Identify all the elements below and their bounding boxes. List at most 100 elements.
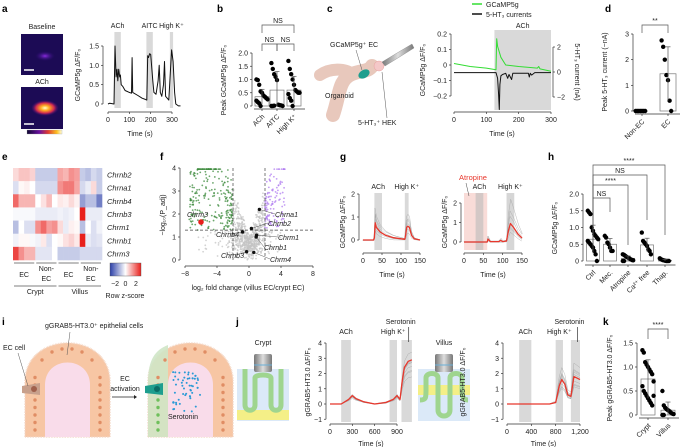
heatmap-cell (63, 181, 69, 195)
x-tick-label: 50 (479, 258, 487, 265)
volcano-point (251, 240, 254, 242)
volcano-point (237, 242, 239, 245)
y-tick-label: 0 (625, 109, 629, 116)
stimulus-label: ACh (516, 23, 530, 30)
mean-trace (363, 222, 421, 241)
serotonin-dot (177, 398, 180, 401)
heatmap-cell (85, 168, 92, 182)
volcano-point (225, 212, 228, 215)
data-point (660, 388, 665, 394)
volcano-point (247, 248, 250, 250)
x-axis-label: Time (s) (489, 131, 514, 138)
nucleus (98, 428, 102, 432)
y-tick-label: 0.5 (623, 389, 633, 396)
volcano-point (258, 216, 261, 219)
gene-leader (259, 209, 276, 215)
gene-label: Chrm4 (270, 257, 291, 264)
x-tick-label: 0 (505, 429, 509, 436)
data-point (666, 258, 672, 264)
panel-label: h (548, 152, 554, 163)
volcano-point (283, 186, 285, 189)
heatmap-cell (35, 207, 42, 221)
heatmap-cell (68, 194, 75, 208)
nucleus (60, 347, 64, 351)
nucleus (98, 405, 102, 410)
heatmap-cell (85, 246, 92, 261)
heatmap-cell (35, 181, 42, 195)
x-tick-label: 900 (391, 429, 403, 436)
volcano-point (219, 168, 222, 171)
serotonin-dot (181, 384, 184, 387)
individual-trace (362, 207, 421, 241)
volcano-point (247, 255, 250, 257)
volcano-point (198, 188, 201, 191)
stimulus-label: ACh (111, 23, 125, 30)
volcano-point (230, 198, 233, 200)
stimulus-label: ACh (371, 184, 385, 191)
y-tick-label: 1.5 (623, 341, 633, 348)
treatment-leader (465, 182, 470, 197)
y-tick-label: −1 (314, 417, 322, 424)
volcano-point (233, 221, 236, 224)
nucleus (221, 383, 225, 387)
heatmap-cell (40, 220, 47, 235)
heatmap-cell (18, 246, 25, 261)
volcano-point (193, 171, 196, 174)
volcano-point (228, 204, 231, 207)
volcano-point (229, 192, 232, 194)
mean-trace (464, 222, 523, 243)
volcano-point (234, 255, 237, 258)
heatmap-cell (51, 207, 58, 221)
volcano-point (221, 180, 224, 183)
volcano-point (275, 177, 278, 180)
volcano-point (261, 238, 264, 240)
heatmap-cell (13, 168, 19, 182)
nucleus (221, 428, 225, 432)
volcano-point (227, 216, 230, 219)
volcano-point (212, 182, 214, 184)
volcano-point (204, 219, 207, 222)
volcano-point (202, 236, 205, 239)
heatmap-cell (74, 207, 81, 221)
heatmap-cell (46, 246, 53, 261)
volcano-point (194, 223, 197, 226)
heatmap-cell (96, 194, 103, 208)
individual-trace (507, 362, 581, 405)
volcano-point (202, 168, 205, 171)
volcano-point (263, 230, 266, 233)
stimulus-shading (506, 193, 515, 250)
ec-nucleus (154, 386, 160, 392)
serotonin-dot (172, 378, 175, 381)
volcano-point (261, 247, 264, 250)
x-tick-label: 100 (395, 258, 407, 265)
volcano-point (214, 241, 217, 244)
data-point (289, 98, 294, 103)
y-tick-label: 3 (172, 189, 176, 196)
volcano-point (247, 239, 250, 241)
y-tick-label: 0 (95, 102, 99, 109)
heatmap-cell (57, 220, 64, 235)
volcano-point (188, 218, 191, 221)
y-tick-label: 1.0 (623, 365, 633, 372)
heatmap-cell (29, 233, 36, 248)
trace-gcamp5g (453, 38, 552, 72)
volcano-point (204, 247, 207, 250)
gene-label: Chrm1 (107, 223, 130, 232)
volcano-point (209, 231, 212, 234)
gene-label: Chrnb1 (264, 245, 287, 252)
y-axis-label: GCaMP5g ΔF/F₀ (340, 196, 347, 249)
volcano-point (275, 220, 278, 222)
volcano-point (270, 173, 272, 176)
volcano-point (260, 210, 263, 213)
crypt-imaging-diagram: Crypt (237, 340, 289, 421)
heatmap-cell (35, 168, 42, 182)
volcano-point (232, 190, 235, 193)
heatmap-cell (29, 168, 36, 182)
heatmap-cell (68, 168, 75, 182)
serotonin-dot (185, 392, 188, 395)
volcano-point (192, 173, 195, 176)
category-label: Ctrl (585, 269, 598, 282)
gene-label: Chrm1 (278, 235, 299, 242)
volcano-point (195, 192, 198, 195)
tissue-group-label: Crypt (27, 289, 44, 296)
